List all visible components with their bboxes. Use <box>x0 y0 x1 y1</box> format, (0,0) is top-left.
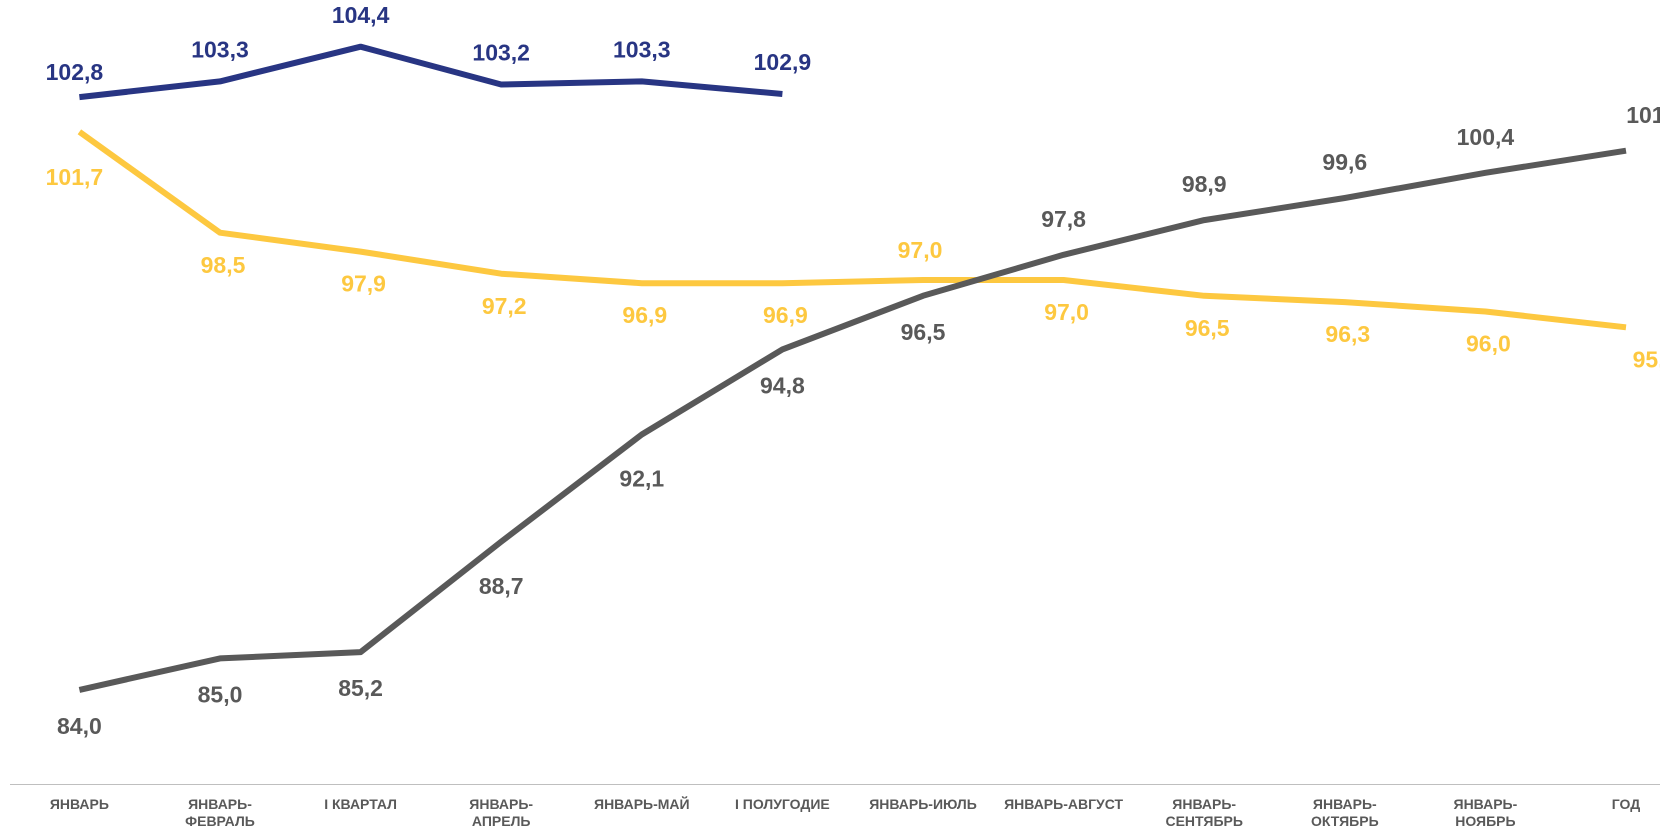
data-label: 96,3 <box>1325 321 1370 347</box>
data-label: 97,0 <box>1044 299 1089 325</box>
data-label: 98,5 <box>201 252 246 278</box>
data-label: 85,2 <box>338 675 383 701</box>
data-label: 96,9 <box>763 302 808 328</box>
data-label: 85,0 <box>198 681 243 707</box>
data-label: 88,7 <box>479 573 524 599</box>
x-tick-label: ЯНВАРЬ-ОКТЯБРЬ <box>1310 796 1379 829</box>
data-label: 101,1 <box>1626 102 1660 128</box>
series-line <box>77 129 1627 331</box>
data-label: 97,2 <box>482 293 527 319</box>
data-label: 99,6 <box>1322 149 1367 175</box>
data-label: 102,8 <box>46 59 104 85</box>
x-tick-label: I КВАРТАЛ <box>324 796 397 812</box>
series-line <box>79 43 783 101</box>
data-label: 102,9 <box>754 49 812 75</box>
data-label: 98,9 <box>1182 171 1227 197</box>
data-label: 103,3 <box>191 36 249 62</box>
x-tick-label: ЯНВАРЬ-МАЙ <box>594 796 690 812</box>
data-label: 94,8 <box>760 372 805 398</box>
x-tick-label: ЯНВАРЬ <box>49 796 109 812</box>
data-label: 96,5 <box>1185 315 1230 341</box>
series-line <box>78 147 1627 693</box>
x-tick-label: ЯНВАРЬ-НОЯБРЬ <box>1453 796 1518 829</box>
x-tick-label: ЯНВАРЬ-ИЮЛЬ <box>869 796 977 812</box>
data-label: 101,7 <box>46 164 104 190</box>
data-label: 100,4 <box>1457 124 1515 150</box>
data-label: 96,0 <box>1466 331 1511 357</box>
data-label: 103,3 <box>613 36 671 62</box>
data-label: 104,4 <box>332 2 390 28</box>
data-label: 97,8 <box>1041 206 1086 232</box>
data-label: 96,9 <box>622 302 667 328</box>
x-tick-label: ЯНВАРЬ-СЕНТЯБРЬ <box>1165 796 1243 829</box>
x-tick-label: ЯНВАРЬ-АВГУСТ <box>1004 796 1124 812</box>
data-label: 92,1 <box>619 466 664 492</box>
x-tick-label: I ПОЛУГОДИЕ <box>735 796 830 812</box>
data-label: 84,0 <box>57 713 102 739</box>
data-label: 95,5 <box>1633 346 1660 372</box>
data-label: 97,9 <box>341 271 386 297</box>
data-label: 97,0 <box>898 237 943 263</box>
x-tick-label: ГОД <box>1611 796 1641 812</box>
data-label: 103,2 <box>472 40 530 66</box>
x-tick-label: ЯНВАРЬ-АПРЕЛЬ <box>469 796 534 829</box>
x-tick-label: ЯНВАРЬ-ФЕВРАЛЬ <box>185 796 255 829</box>
data-label: 96,5 <box>901 319 946 345</box>
